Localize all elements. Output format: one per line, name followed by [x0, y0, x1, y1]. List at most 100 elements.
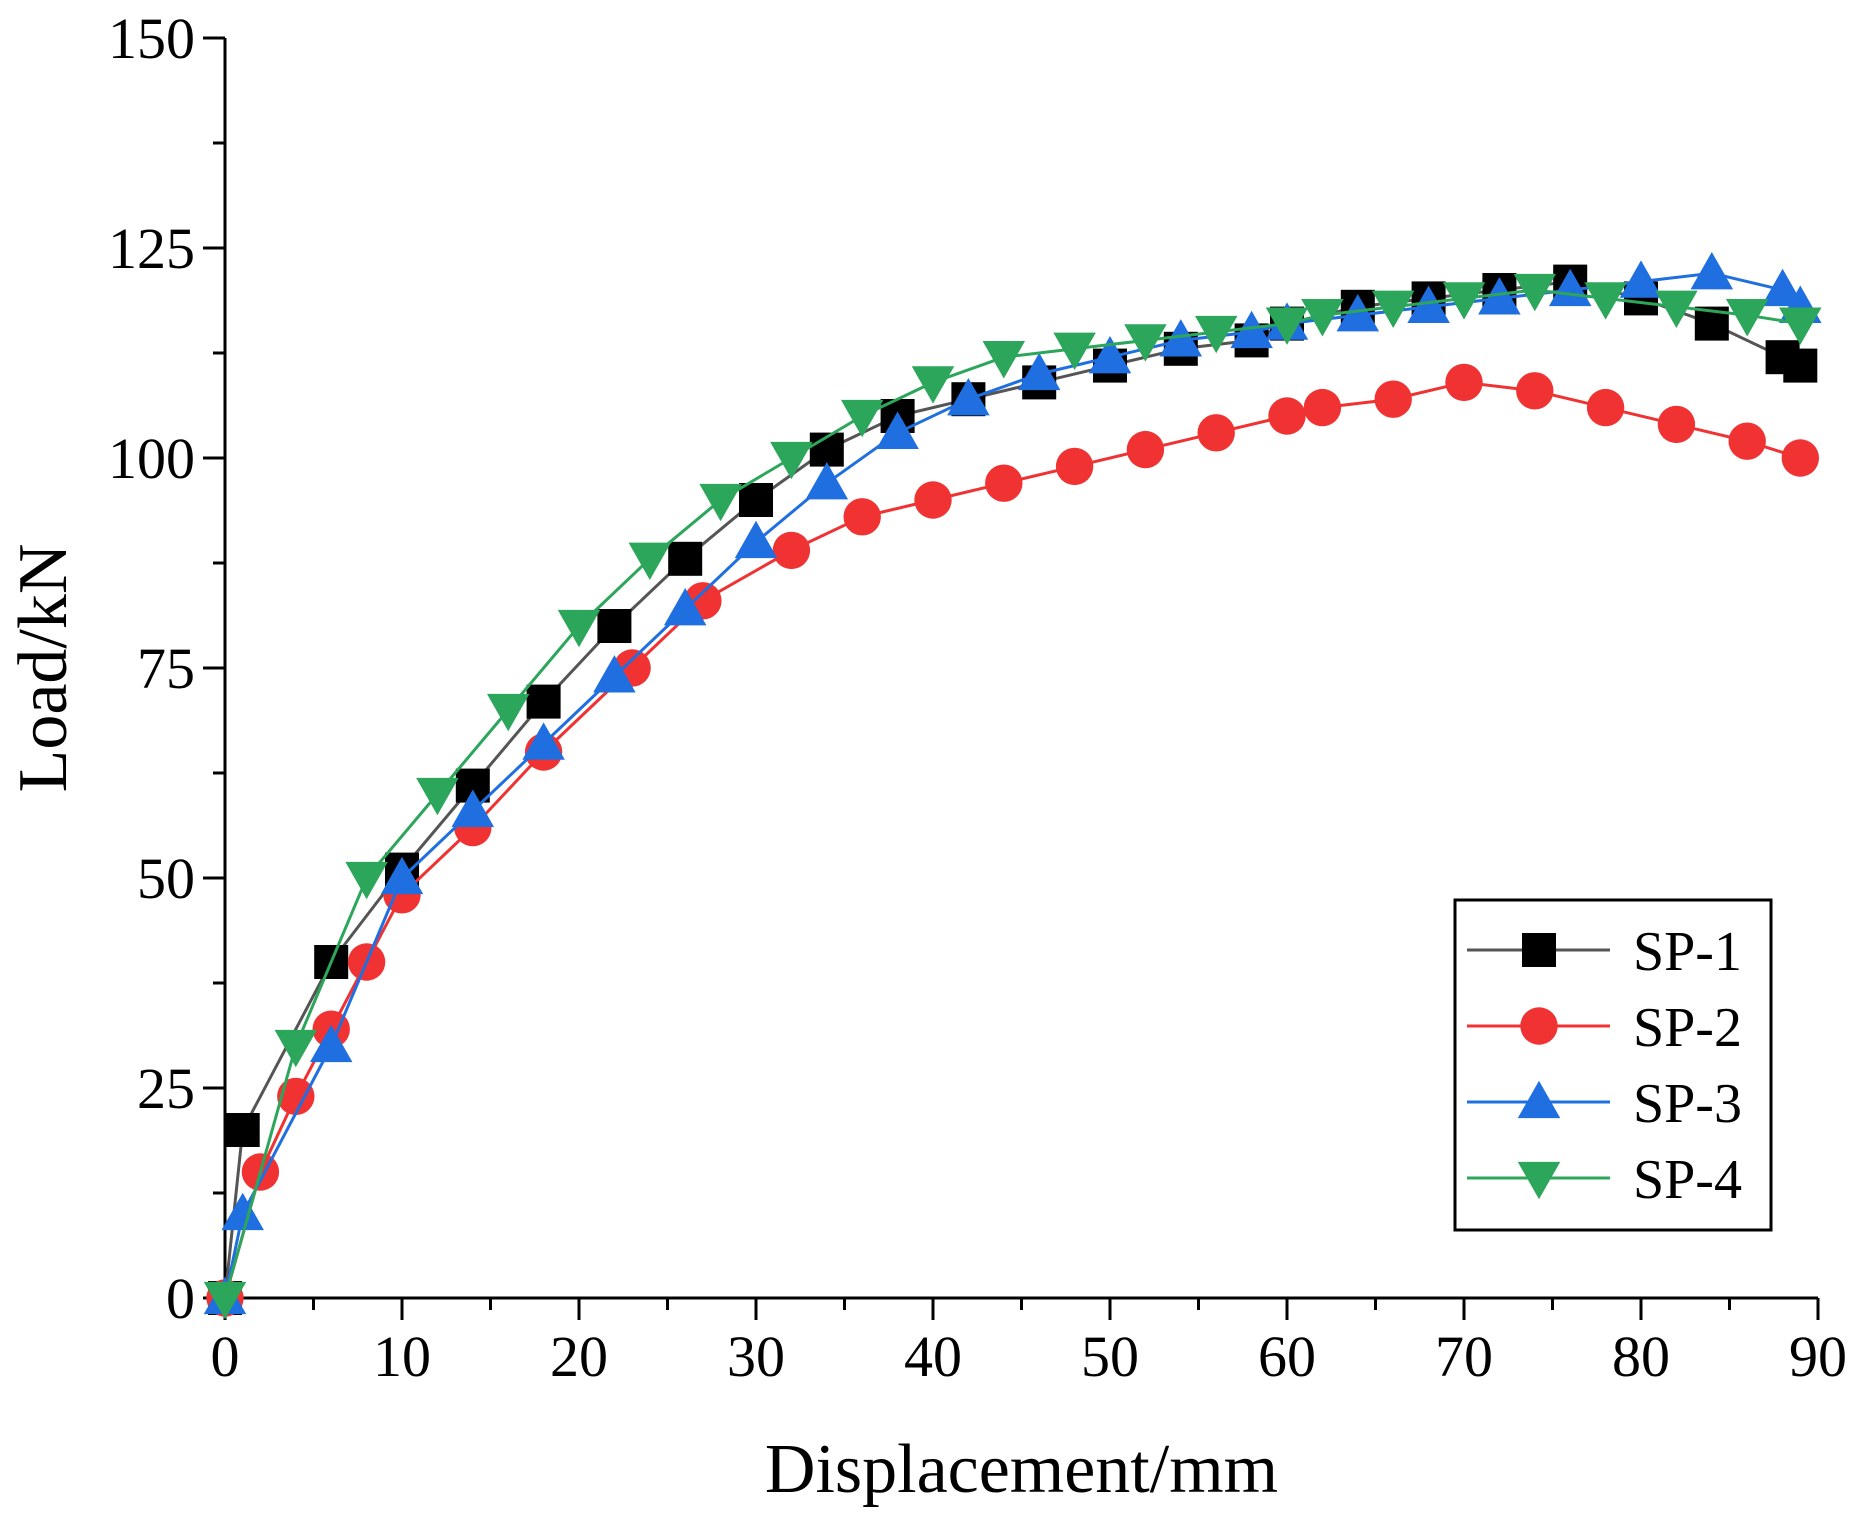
data-point — [663, 587, 707, 626]
x-tick-label: 0 — [211, 1324, 240, 1389]
x-tick-label: 60 — [1258, 1324, 1316, 1389]
data-point — [1657, 405, 1696, 444]
series-sp-3 — [203, 251, 1822, 1315]
data-point — [345, 861, 388, 900]
data-point — [1478, 277, 1521, 315]
data-point — [225, 1113, 260, 1147]
legend-box — [1453, 898, 1773, 1232]
y-tick-label: 50 — [137, 846, 195, 911]
data-point — [1053, 332, 1096, 371]
data-point — [416, 777, 459, 816]
data-point — [770, 441, 813, 480]
data-point — [486, 693, 530, 732]
data-point — [1728, 422, 1766, 460]
data-point — [451, 789, 495, 827]
data-point — [1779, 307, 1822, 345]
data-point — [557, 609, 601, 648]
data-point — [1268, 397, 1306, 435]
legend-item-sp-2: SP-2 — [1467, 997, 1742, 1059]
data-point — [380, 856, 424, 895]
series-sp-4 — [203, 273, 1822, 1320]
data-point — [309, 1024, 353, 1063]
data-point — [1690, 251, 1734, 290]
data-point — [274, 1029, 318, 1068]
data-point — [1124, 324, 1167, 362]
legend-item-sp-1: SP-1 — [1467, 921, 1742, 983]
data-point — [1761, 268, 1804, 307]
data-point — [914, 481, 952, 519]
y-tick-label: 150 — [108, 6, 195, 71]
data-point — [526, 684, 561, 719]
data-point — [1445, 363, 1483, 402]
y-axis-title: Load/kN — [5, 544, 82, 793]
legend: SP-1 SP-2 SP-3 SP-4 — [1453, 898, 1773, 1232]
data-point — [668, 541, 703, 576]
y-tick-label: 125 — [108, 216, 195, 281]
data-point — [221, 1192, 264, 1231]
data-point — [1584, 282, 1627, 320]
data-point — [1619, 260, 1663, 298]
x-tick-label: 40 — [904, 1324, 962, 1389]
y-tick-label: 75 — [137, 636, 195, 701]
x-tick-label: 70 — [1435, 1324, 1493, 1389]
x-axis-title: Displacement/mm — [765, 1431, 1278, 1508]
data-point — [843, 498, 881, 536]
data-point — [277, 1077, 315, 1116]
legend-item-sp-4: SP-4 — [1467, 1149, 1742, 1211]
data-point — [628, 542, 672, 581]
legend-label: SP-3 — [1633, 1073, 1742, 1135]
data-point — [1783, 348, 1818, 383]
x-tick-label: 80 — [1612, 1324, 1670, 1389]
legend-item-sp-3: SP-3 — [1467, 1073, 1742, 1135]
axes: 0 10 20 30 40 50 60 70 80 90 0 25 50 75 100 125 150 — [108, 6, 1847, 1389]
data-point — [734, 520, 778, 559]
data-point — [1197, 414, 1235, 452]
legend-label: SP-1 — [1633, 921, 1742, 983]
series-line — [223, 288, 1801, 1299]
data-point — [1442, 282, 1486, 320]
data-point — [1194, 315, 1238, 354]
data-point — [1230, 310, 1273, 349]
data-point — [1781, 439, 1820, 477]
data-point — [1516, 372, 1554, 410]
data-point — [982, 341, 1026, 379]
data-point — [522, 722, 565, 760]
data-point — [1303, 388, 1342, 427]
data-point — [597, 609, 632, 643]
data-point — [1407, 285, 1450, 323]
data-point — [1159, 319, 1203, 357]
data-point — [1265, 307, 1309, 345]
data-point — [1017, 352, 1061, 391]
data-point — [1126, 430, 1165, 469]
data-point — [1336, 293, 1380, 332]
data-point — [947, 377, 990, 416]
legend-label: SP-4 — [1633, 1149, 1742, 1211]
data-point — [1055, 447, 1094, 486]
data-point — [1586, 388, 1625, 427]
data-point — [985, 464, 1023, 502]
data-point — [805, 461, 849, 500]
legend-marker — [1517, 1161, 1561, 1200]
data-point — [1301, 299, 1344, 337]
legend-label: SP-2 — [1633, 997, 1742, 1059]
data-point — [739, 483, 773, 517]
data-point — [699, 483, 742, 522]
data-point — [1374, 380, 1412, 418]
legend-marker — [1517, 1080, 1561, 1119]
data-point — [1725, 299, 1769, 337]
data-point — [911, 366, 955, 404]
y-tick-label: 0 — [166, 1266, 195, 1331]
data-point — [593, 655, 636, 693]
data-point — [840, 399, 884, 438]
series-layer — [203, 251, 1822, 1320]
y-tick-label: 25 — [137, 1056, 195, 1121]
x-tick-label: 90 — [1789, 1324, 1847, 1389]
x-tick-label: 20 — [550, 1324, 608, 1389]
x-tick-label: 30 — [727, 1324, 785, 1389]
data-point — [203, 1281, 247, 1320]
data-point — [1655, 290, 1698, 329]
data-point — [876, 411, 919, 449]
y-tick-label: 100 — [108, 426, 195, 491]
legend-marker — [1520, 1007, 1558, 1045]
